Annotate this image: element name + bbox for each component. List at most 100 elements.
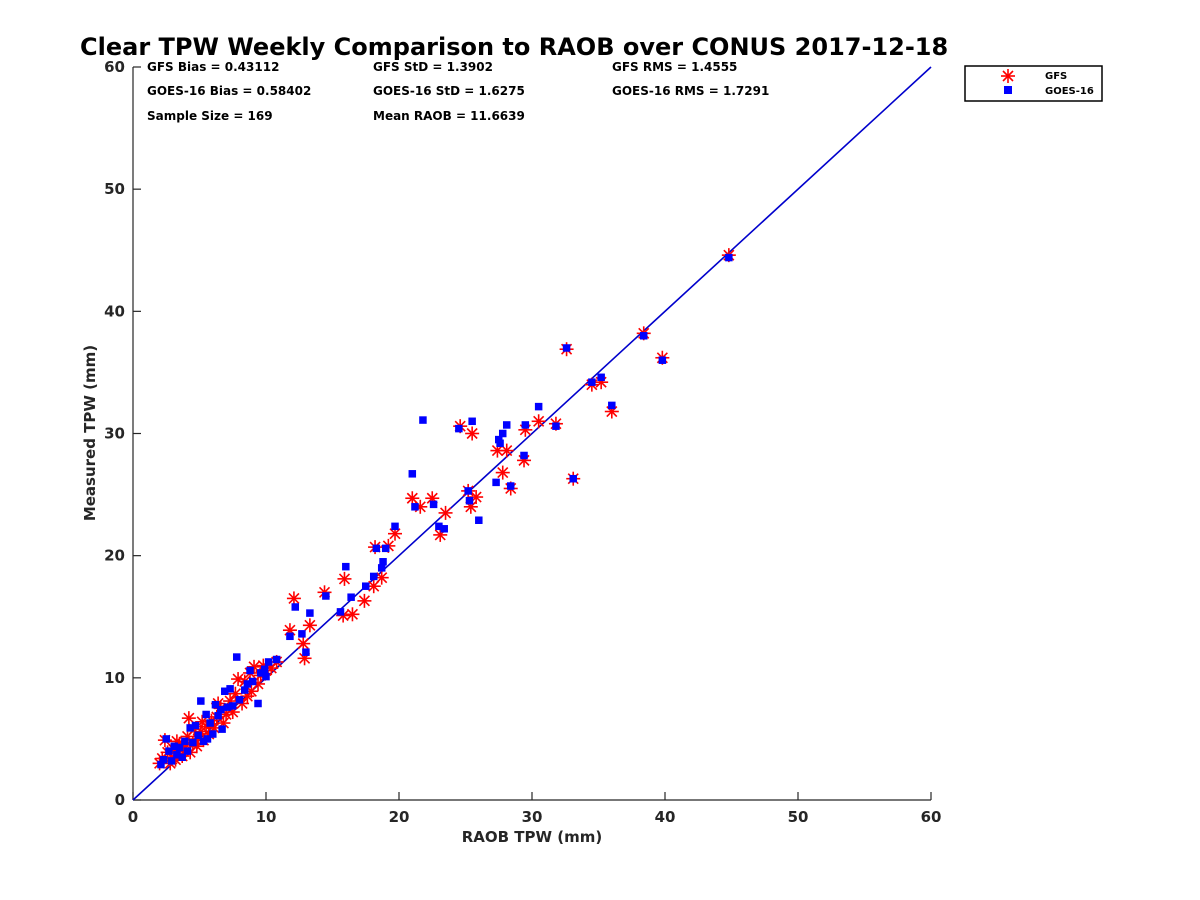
goes16-point — [419, 416, 427, 424]
goes16-point — [336, 608, 345, 616]
gfs-point-stroke — [497, 467, 509, 479]
goes16-point — [173, 751, 181, 759]
goes16-point — [262, 672, 270, 681]
goes16-point — [175, 743, 184, 752]
plot-area: 0 10 20 30 40 50 60 0 10 20 30 40 50 60 — [104, 58, 941, 826]
goes16-point — [232, 653, 241, 661]
goes16-point — [165, 747, 173, 755]
gfs-point — [286, 591, 301, 606]
goes16-point — [306, 609, 314, 617]
goes16-point — [206, 719, 214, 727]
gfs-point — [181, 711, 196, 726]
gfs-point-stroke — [288, 592, 300, 604]
goes16-point — [221, 687, 229, 696]
gfs-point-stroke — [426, 492, 438, 504]
gfs-point — [357, 593, 372, 608]
goes16-point — [569, 474, 577, 483]
gfs-point-stroke — [183, 712, 195, 724]
y-tick-label: 20 — [104, 547, 125, 565]
legend-marker-goes16 — [1004, 86, 1012, 94]
gfs-point-stroke — [304, 619, 316, 631]
goes16-point — [369, 572, 378, 581]
legend-box — [964, 65, 1103, 102]
legend-label-gfs: GFS — [1045, 71, 1067, 82]
gfs-point-stroke — [389, 528, 401, 540]
x-tick-label: 30 — [522, 808, 543, 826]
y-tick-label: 60 — [104, 58, 125, 76]
goes16-point — [411, 503, 419, 511]
gfs-point — [296, 636, 311, 651]
gfs-point-stroke — [533, 415, 545, 427]
goes16-point — [468, 417, 476, 426]
stat-goes16-rms: GOES-16 RMS = 1.7291 — [612, 84, 769, 98]
gfs-point-stroke — [368, 580, 380, 592]
goes16-point — [498, 429, 507, 438]
goes16-point — [492, 478, 500, 487]
goes16-point — [229, 702, 237, 710]
goes16-point — [191, 721, 200, 730]
goes16-point — [379, 558, 387, 566]
goes16-point — [246, 666, 254, 675]
gfs-point-stroke — [358, 595, 370, 607]
goes16-point — [302, 648, 310, 656]
goes16-point — [197, 697, 205, 705]
gfs-point — [302, 618, 317, 633]
goes16-point — [372, 544, 381, 553]
goes16-point — [211, 700, 220, 709]
gfs-point — [337, 571, 352, 586]
goes16-point — [639, 332, 648, 340]
y-tick-label: 10 — [104, 669, 125, 687]
goes16-point — [194, 731, 202, 740]
gfs-point-stroke — [439, 507, 452, 519]
goes16-point — [502, 421, 511, 429]
goes16-point — [588, 378, 596, 386]
goes16-point — [189, 738, 197, 747]
goes16-point — [223, 703, 232, 711]
goes16-point — [496, 439, 504, 448]
goes16-point — [159, 755, 168, 764]
goes16-point — [506, 482, 515, 490]
gfs-point-stroke — [338, 573, 351, 585]
gfs-point — [345, 607, 360, 622]
goes16-point — [347, 593, 355, 601]
goes16-point — [298, 630, 306, 638]
goes16-point — [455, 424, 463, 433]
y-tick-label: 50 — [104, 180, 125, 198]
y-tick-label: 0 — [115, 791, 125, 809]
goes16-point — [264, 658, 273, 666]
gfs-point-stroke — [465, 501, 477, 513]
goes16-point — [408, 470, 417, 478]
y-tick-label: 40 — [104, 302, 125, 320]
stat-gfs-bias: GFS Bias = 0.43112 — [147, 60, 279, 74]
goes16-point — [260, 665, 269, 674]
gfs-point-stroke — [297, 638, 309, 650]
x-tick-label: 0 — [128, 808, 138, 826]
y-tick-label: 30 — [104, 425, 125, 443]
goes16-point — [183, 747, 192, 755]
gfs-point — [495, 465, 510, 480]
goes16-point — [521, 421, 530, 429]
goes16-point — [254, 699, 262, 708]
y-axis-label: Measured TPW (mm) — [81, 345, 99, 521]
stat-mean-raob: Mean RAOB = 11.6639 — [373, 109, 525, 123]
goes16-point — [256, 669, 265, 677]
gfs-point-stroke — [229, 688, 241, 700]
x-tick-label: 20 — [389, 808, 410, 826]
statistics-block: GFS Bias = 0.43112 GFS StD = 1.3902 GFS … — [147, 60, 769, 123]
gfs-point — [531, 414, 546, 429]
legend-label-goes16: GOES-16 — [1045, 86, 1094, 97]
gfs-point-stroke — [346, 608, 359, 620]
stat-gfs-std: GFS StD = 1.3902 — [373, 60, 493, 74]
gfs-point — [438, 505, 453, 520]
goes16-point — [464, 487, 472, 495]
goes16-point — [181, 737, 189, 746]
goes16-point — [286, 632, 294, 641]
gfs-point-stroke — [406, 492, 418, 504]
goes16-point — [440, 525, 448, 533]
goes16-point — [162, 735, 170, 743]
x-axis-label: RAOB TPW (mm) — [462, 828, 603, 846]
gfs-point-stroke — [501, 445, 513, 457]
x-tick-label: 10 — [256, 808, 277, 826]
goes16-point — [157, 760, 165, 769]
